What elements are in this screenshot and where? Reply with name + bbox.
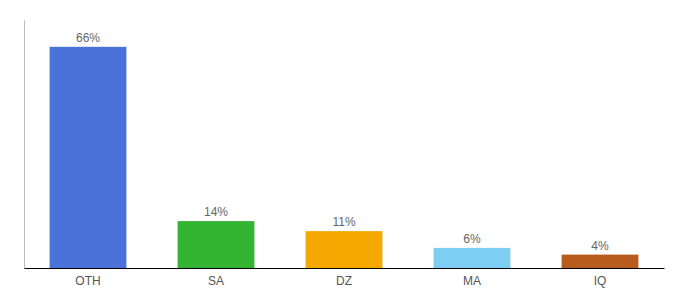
- bar: [178, 221, 255, 268]
- bar: [50, 47, 127, 268]
- x-tick: OTH: [75, 274, 100, 288]
- data-label: 4%: [591, 239, 609, 253]
- bar: [434, 248, 511, 268]
- x-tick: SA: [208, 274, 224, 288]
- x-tick-label: SA: [208, 274, 224, 288]
- x-tick-label: IQ: [594, 274, 607, 288]
- bar: [562, 255, 639, 268]
- data-label: 6%: [463, 232, 481, 246]
- x-axis: OTH SA DZ MA IQ: [25, 269, 665, 288]
- x-tick: MA: [463, 274, 481, 288]
- x-axis-line: [25, 268, 665, 269]
- plot: 66% 14% 11% 6% 4% OTH SA DZ MA IQ: [25, 21, 665, 288]
- data-labels: 66% 14% 11% 6% 4%: [76, 31, 609, 253]
- y-axis: [24, 21, 25, 269]
- bars: [50, 47, 639, 268]
- x-tick-label: OTH: [75, 274, 100, 288]
- bar: [306, 231, 383, 268]
- data-label: 14%: [204, 205, 228, 219]
- y-axis-line: [24, 21, 25, 269]
- data-label: 66%: [76, 31, 100, 45]
- x-tick-label: MA: [463, 274, 481, 288]
- x-tick: IQ: [594, 274, 607, 288]
- x-tick-label: DZ: [336, 274, 352, 288]
- data-label: 11%: [332, 215, 355, 229]
- chart: 66% 14% 11% 6% 4% OTH SA DZ MA IQ: [0, 0, 680, 300]
- x-tick: DZ: [336, 274, 352, 288]
